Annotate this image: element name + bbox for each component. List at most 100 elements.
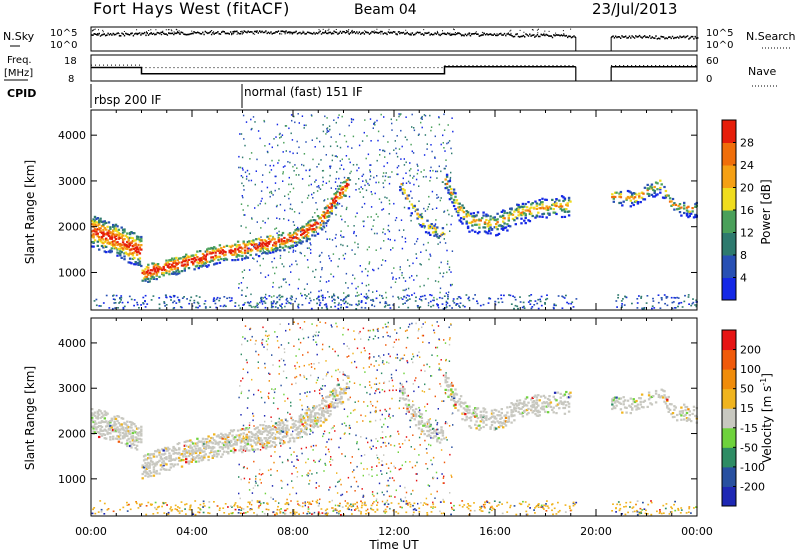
scatter-cell: [349, 172, 351, 175]
ground-cell: [530, 294, 533, 296]
scatter-cell: [238, 283, 240, 285]
ground-cell: [142, 303, 145, 305]
echo-cell: [615, 396, 618, 399]
scatter-cell: [307, 501, 309, 503]
echo-cell: [447, 189, 450, 192]
echo-cell: [131, 429, 135, 432]
scatter-cell: [406, 360, 408, 362]
echo-cell: [277, 238, 280, 241]
scatter-cell: [344, 432, 346, 434]
echo-cell: [459, 206, 463, 209]
ground-cell: [544, 303, 546, 305]
echo-cell: [345, 375, 349, 378]
scatter-cell: [311, 216, 314, 218]
ground-cell: [640, 297, 642, 299]
echo-cell: [683, 211, 686, 215]
scatter-cell: [365, 189, 368, 192]
echo-cell: [172, 452, 175, 455]
echo-cell: [530, 408, 533, 411]
ground-cell: [673, 296, 676, 299]
scatter-cell: [312, 197, 314, 199]
ground-cell: [212, 300, 215, 302]
scatter-cell: [370, 216, 372, 218]
nave-tick-top: 60: [706, 56, 719, 67]
ground-cell: [414, 300, 417, 302]
echo-cell: [287, 233, 290, 236]
echo-cell: [175, 263, 178, 267]
echo-cell: [112, 240, 115, 243]
scatter-cell: [439, 291, 441, 294]
scatter-cell: [252, 245, 255, 248]
ground-cell: [346, 302, 349, 305]
echo-cell: [243, 249, 247, 252]
echo-cell: [518, 412, 522, 415]
scatter-cell: [402, 184, 404, 186]
ground-cell: [687, 296, 690, 298]
echo-cell: [208, 260, 212, 263]
scatter-cell: [260, 190, 263, 192]
scatter-cell: [360, 338, 362, 340]
echo-cell: [197, 262, 200, 265]
scatter-cell: [308, 169, 311, 172]
echo-cell: [479, 427, 482, 430]
scatter-cell: [263, 415, 266, 417]
ground-cell: [636, 302, 639, 304]
scatter-cell: [310, 291, 312, 294]
echo-cell: [618, 192, 621, 195]
echo-cell: [329, 207, 332, 210]
echo-cell: [243, 444, 247, 448]
scatter-cell: [404, 461, 407, 463]
echo-cell: [531, 202, 534, 205]
echo-cell: [234, 243, 237, 246]
echo-cell: [227, 451, 230, 454]
scatter-cell: [326, 131, 328, 133]
echo-cell: [555, 204, 558, 208]
scatter-cell: [268, 171, 271, 174]
echo-cell: [458, 403, 461, 406]
echo-cell: [172, 449, 175, 452]
echo-cell: [434, 435, 438, 438]
scatter-cell: [325, 133, 327, 135]
echo-cell: [166, 261, 170, 264]
echo-cell: [109, 231, 112, 234]
echo-cell: [447, 395, 450, 398]
echo-cell: [273, 436, 276, 439]
scatter-cell: [371, 466, 373, 468]
echo-cell: [93, 220, 97, 223]
ground-cell: [660, 297, 663, 299]
scatter-cell: [295, 492, 298, 495]
echo-cell: [103, 410, 106, 413]
echo-cell: [546, 397, 550, 401]
echo-cell: [169, 459, 172, 462]
echo-cell: [452, 191, 456, 194]
scatter-cell: [328, 345, 331, 348]
scatter-cell: [253, 305, 255, 308]
echo-cell: [190, 450, 193, 453]
echo-cell: [680, 214, 683, 217]
echo-cell: [155, 266, 158, 269]
echo-cell: [269, 426, 272, 429]
echo-cell: [450, 191, 453, 194]
scatter-cell: [248, 247, 250, 250]
echo-cell: [144, 464, 147, 467]
echo-cell: [325, 206, 328, 209]
echo-cell: [196, 256, 199, 259]
ground-cell: [325, 306, 328, 309]
ground-cell: [115, 294, 118, 297]
echo-cell: [429, 226, 432, 230]
echo-cell: [660, 183, 663, 186]
echo-cell: [246, 440, 250, 443]
echo-cell: [502, 220, 505, 223]
ground-cell: [546, 297, 549, 300]
echo-cell: [502, 422, 505, 425]
echo-cell: [180, 465, 184, 468]
echo-cell: [546, 402, 550, 405]
echo-cell: [260, 246, 264, 249]
echo-cell: [507, 417, 510, 420]
scatter-cell: [268, 143, 271, 145]
echo-cell: [683, 201, 686, 204]
scatter-cell: [405, 297, 407, 299]
scatter-cell: [445, 159, 447, 161]
scatter-cell: [260, 236, 262, 238]
echo-cell: [128, 444, 132, 448]
